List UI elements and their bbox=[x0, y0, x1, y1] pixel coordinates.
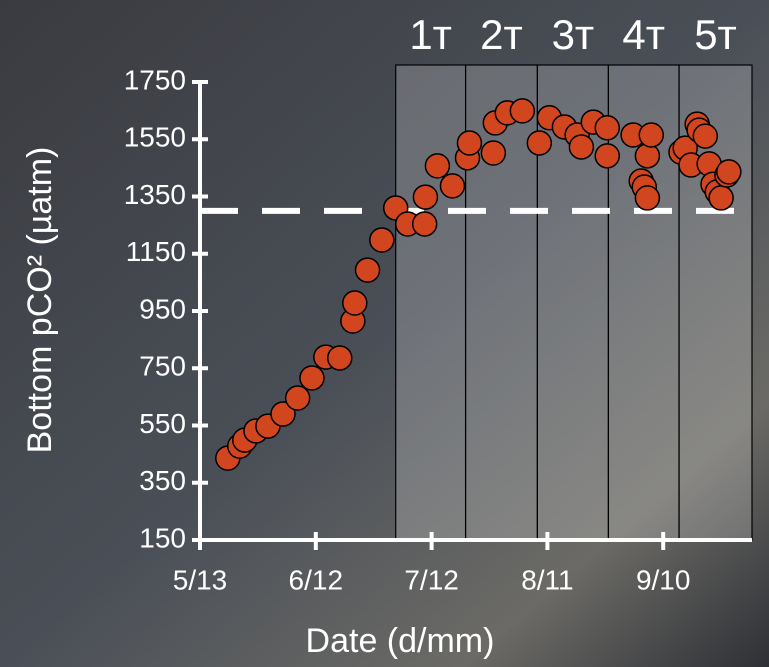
x-tick-label: 6/12 bbox=[289, 564, 344, 595]
y-tick-label: 950 bbox=[139, 293, 186, 324]
x-axis-title: Date (d/mm) bbox=[306, 622, 495, 660]
data-point bbox=[708, 185, 734, 211]
data-point bbox=[411, 211, 438, 237]
data-point bbox=[369, 227, 395, 253]
data-point bbox=[439, 173, 466, 199]
y-axis-title: Bottom pCO² (µatm) bbox=[21, 147, 59, 454]
data-point bbox=[634, 185, 661, 211]
data-point bbox=[284, 385, 311, 411]
data-point bbox=[326, 345, 353, 371]
data-point bbox=[342, 290, 368, 316]
data-point bbox=[692, 123, 719, 149]
data-point bbox=[270, 401, 296, 427]
period-label: 5ᴛ bbox=[694, 11, 737, 58]
data-point bbox=[412, 184, 439, 210]
data-point bbox=[716, 159, 742, 185]
data-point bbox=[509, 98, 536, 124]
period-label: 4ᴛ bbox=[622, 11, 665, 58]
x-tick-label: 5/13 bbox=[173, 564, 228, 595]
y-tick-label: 750 bbox=[139, 351, 186, 382]
data-point bbox=[634, 143, 661, 169]
data-point bbox=[594, 143, 620, 169]
y-tick-label: 550 bbox=[139, 408, 186, 439]
y-tick-label: 150 bbox=[139, 522, 186, 553]
x-tick-label: 8/11 bbox=[521, 564, 573, 595]
data-point bbox=[456, 130, 483, 156]
data-point bbox=[480, 140, 507, 166]
y-tick-label: 1350 bbox=[124, 179, 186, 210]
data-point bbox=[354, 257, 381, 283]
y-tick-label: 350 bbox=[139, 465, 186, 496]
data-point bbox=[526, 130, 553, 156]
y-tick-label: 1750 bbox=[124, 64, 186, 95]
data-point bbox=[594, 115, 620, 141]
period-box bbox=[395, 64, 467, 541]
period-label: 1ᴛ bbox=[409, 11, 452, 58]
period-label: 3ᴛ bbox=[552, 11, 595, 58]
y-tick-label: 1550 bbox=[124, 122, 186, 153]
period-label: 2ᴛ bbox=[480, 11, 523, 58]
data-point bbox=[299, 365, 325, 391]
y-tick-label: 1150 bbox=[126, 236, 186, 267]
data-point bbox=[568, 134, 595, 160]
data-point bbox=[638, 122, 665, 148]
x-tick-label: 9/10 bbox=[636, 564, 691, 595]
data-point bbox=[424, 153, 451, 179]
x-tick-label: 7/12 bbox=[404, 564, 459, 595]
